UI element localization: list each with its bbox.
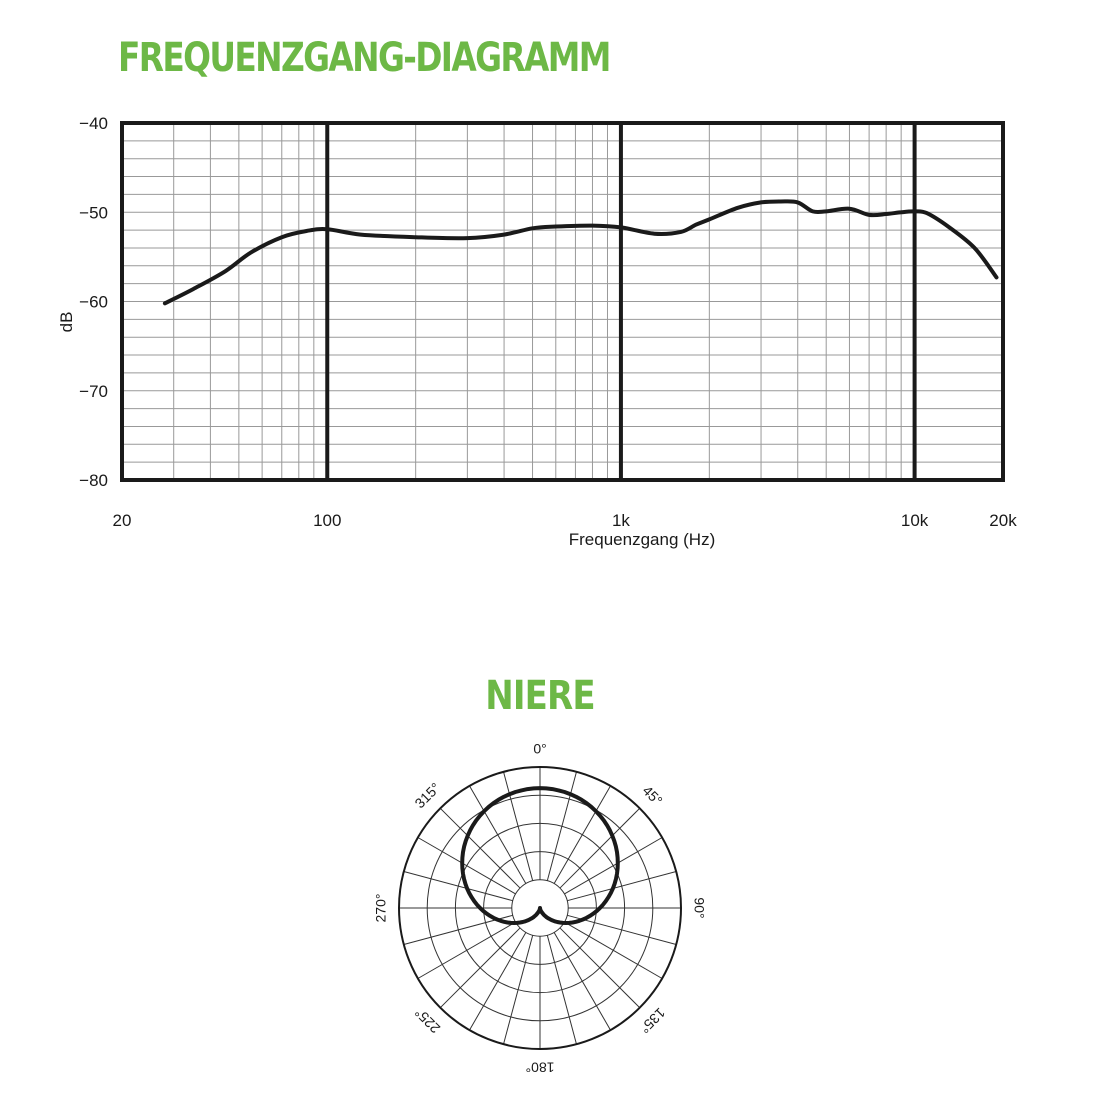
y-tick-label: −60 <box>79 293 108 312</box>
polar-angle-label: 270° <box>373 894 389 923</box>
polar-angle-label: 0° <box>533 741 546 757</box>
x-tick-label: 1k <box>612 511 630 530</box>
axis-tick-labels: 20 100 1k 10k 20k −40 −50 −60 −70 −80 <box>79 114 1017 530</box>
polar-angle-label: 45° <box>639 782 665 808</box>
polar-grid <box>398 766 682 1050</box>
x-tick-label: 10k <box>901 511 929 530</box>
polar-ring <box>483 851 597 965</box>
polar-angle-label: 225° <box>411 1005 443 1037</box>
chart-frame <box>120 121 1005 482</box>
polar-outer-ring <box>398 766 682 1050</box>
frequency-response-line <box>162 199 999 306</box>
cardioid-curve <box>460 786 620 925</box>
polar-angle-label: 180° <box>526 1059 555 1075</box>
polar-ring <box>426 794 654 1022</box>
y-tick-label: −50 <box>79 203 108 222</box>
frequency-response-chart: 20 100 1k 10k 20k −40 −50 −60 −70 −80 Frequenzgan… <box>57 114 1017 549</box>
x-tick-label: 100 <box>313 511 341 530</box>
y-tick-label: −40 <box>79 114 108 133</box>
x-tick-label: 20k <box>989 511 1017 530</box>
x-tick-label: 20 <box>113 511 132 530</box>
polar-angle-label: 315° <box>411 779 443 811</box>
polar-ring <box>511 879 569 937</box>
frequency-response-title: FREQUENZGANG-DIAGRAMM <box>118 35 611 81</box>
y-tick-label: −70 <box>79 382 108 401</box>
y-tick-label: −80 <box>79 471 108 490</box>
x-axis-label: Frequenzgang (Hz) <box>569 530 715 549</box>
polar-angle-label: 135° <box>637 1005 669 1037</box>
polar-angle-label: 90° <box>691 897 707 918</box>
polar-ring <box>454 822 626 994</box>
chart-grid <box>120 121 1005 482</box>
polar-pattern-title: NIERE <box>485 673 595 719</box>
y-axis-label: dB <box>57 312 76 333</box>
